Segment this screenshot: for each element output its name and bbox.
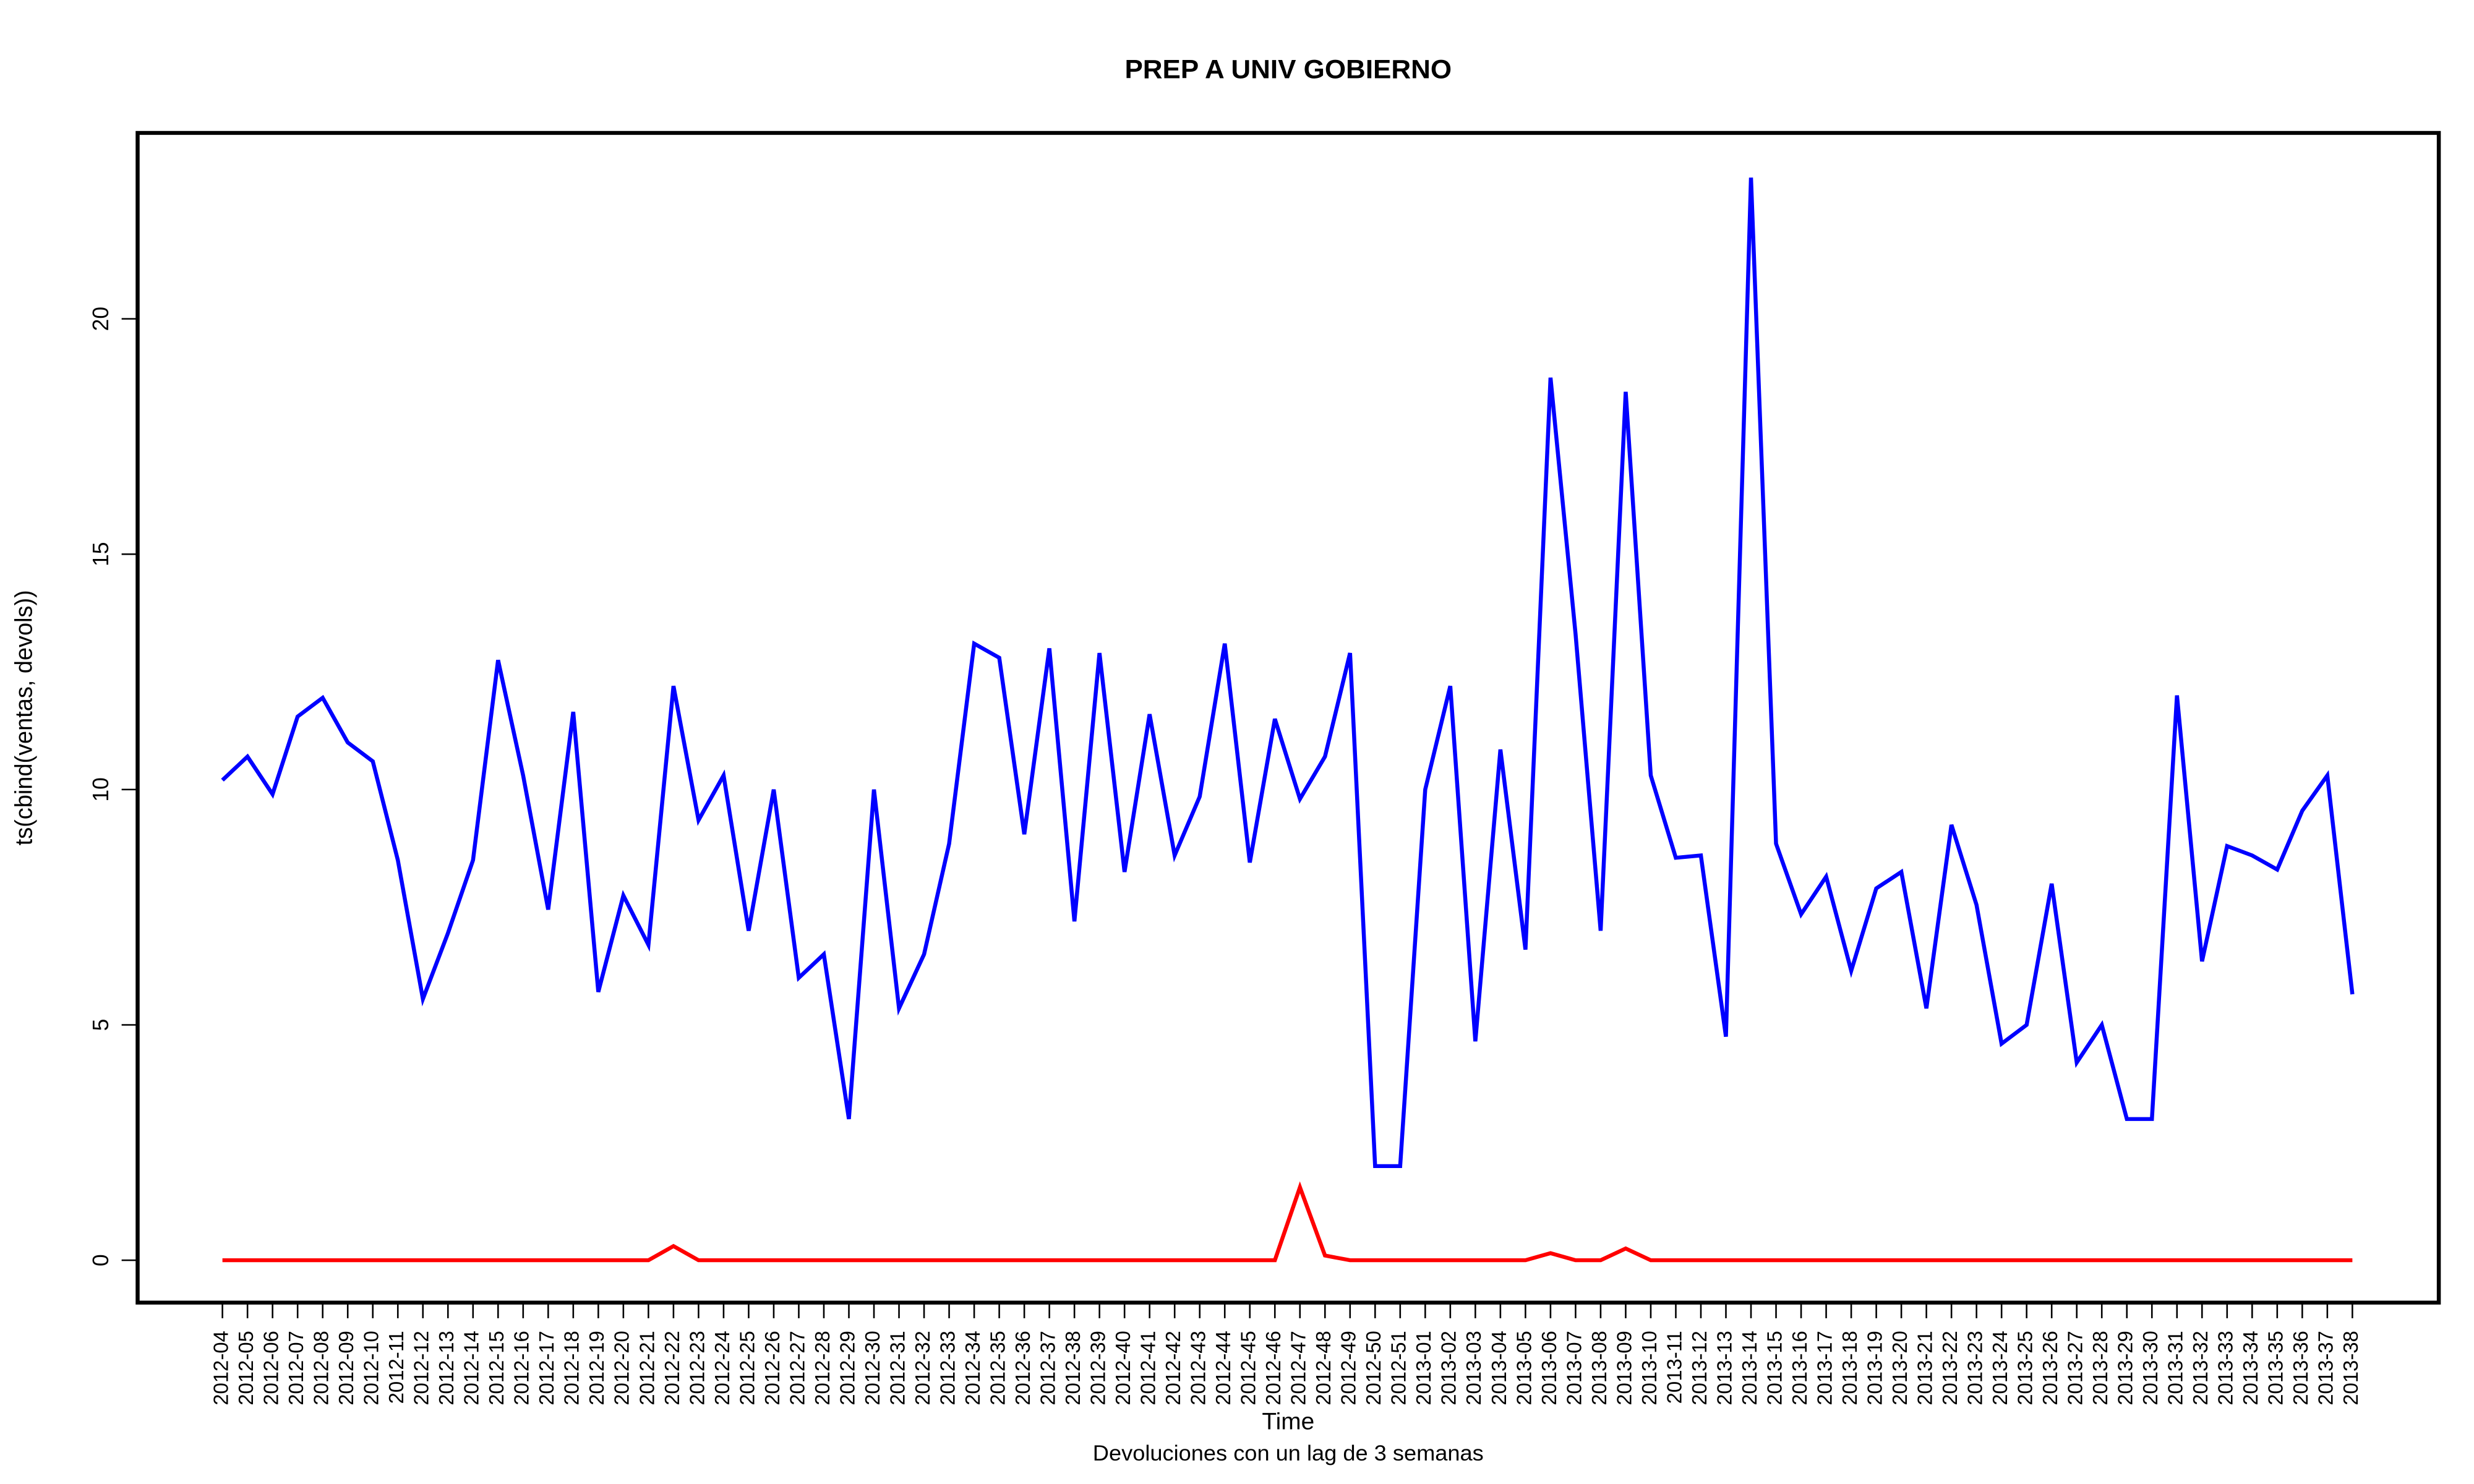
x-tick-label: 2012-43 <box>1187 1331 1210 1405</box>
x-tick-label: 2012-19 <box>586 1331 609 1405</box>
y-tick-label: 0 <box>88 1254 113 1266</box>
x-tick-label: 2013-23 <box>1964 1331 1987 1405</box>
x-tick-label: 2012-09 <box>335 1331 358 1405</box>
x-tick-label: 2013-26 <box>2039 1331 2062 1405</box>
x-tick-label: 2013-34 <box>2240 1331 2262 1405</box>
subtitle: Devoluciones con un lag de 3 semanas <box>1093 1441 1484 1465</box>
x-tick-label: 2013-20 <box>1889 1331 1912 1405</box>
x-tick-label: 2013-17 <box>1813 1331 1836 1405</box>
y-tick-label: 15 <box>88 542 113 566</box>
x-tick-label: 2012-08 <box>310 1331 333 1405</box>
x-tick-label: 2013-29 <box>2114 1331 2137 1405</box>
x-tick-label: 2012-16 <box>510 1331 533 1405</box>
x-tick-label: 2013-30 <box>2139 1331 2162 1405</box>
x-tick-label: 2012-47 <box>1287 1331 1310 1405</box>
x-tick-label: 2013-27 <box>2064 1331 2087 1405</box>
x-tick-label: 2013-35 <box>2264 1331 2287 1405</box>
x-tick-label: 2013-15 <box>1763 1331 1786 1405</box>
line-series <box>222 1181 2353 1263</box>
y-tick-label: 5 <box>88 1019 113 1031</box>
x-tick-label: 2012-45 <box>1237 1331 1260 1405</box>
x-tick-label: 2012-11 <box>385 1331 408 1404</box>
x-tick-label: 2013-08 <box>1588 1331 1611 1405</box>
x-tick-label: 2012-25 <box>736 1331 759 1405</box>
x-tick-label: 2013-36 <box>2290 1331 2313 1405</box>
plot-frame <box>135 130 2441 1305</box>
x-tick-label: 2013-03 <box>1463 1331 1486 1405</box>
x-tick-label: 2012-46 <box>1262 1331 1285 1405</box>
x-tick-label: 2012-05 <box>235 1331 258 1405</box>
x-tick-label: 2013-37 <box>2314 1331 2337 1405</box>
x-tick-label: 2012-27 <box>786 1331 809 1405</box>
line-series <box>221 177 2355 1169</box>
x-tick-label: 2012-38 <box>1062 1331 1085 1405</box>
x-tick-label: 2013-10 <box>1638 1331 1661 1405</box>
x-tick-label: 2013-38 <box>2340 1331 2363 1405</box>
chart-title: PREP A UNIV GOBIERNO <box>1124 55 1452 84</box>
x-tick-label: 2013-14 <box>1739 1331 1761 1405</box>
x-tick-label: 2012-18 <box>560 1331 583 1405</box>
y-tick-label: 10 <box>88 777 113 801</box>
x-tick-label: 2012-14 <box>460 1331 483 1405</box>
x-axis-label: Time <box>1262 1409 1314 1435</box>
x-tick-label: 2013-09 <box>1613 1331 1636 1405</box>
x-tick-label: 2012-10 <box>360 1331 383 1405</box>
x-tick-label: 2012-32 <box>912 1331 935 1405</box>
x-tick-label: 2012-21 <box>636 1331 659 1405</box>
x-tick-label: 2012-48 <box>1312 1331 1335 1405</box>
x-tick-label: 2012-41 <box>1137 1331 1160 1405</box>
x-tick-label: 2012-17 <box>536 1331 559 1405</box>
x-tick-label: 2012-26 <box>761 1331 784 1405</box>
x-tick-label: 2012-23 <box>686 1331 709 1405</box>
x-tick-label: 2012-39 <box>1087 1331 1110 1405</box>
x-tick-label: 2012-30 <box>862 1331 884 1405</box>
x-tick-label: 2013-31 <box>2164 1331 2187 1405</box>
x-tick-label: 2012-37 <box>1037 1331 1059 1405</box>
x-tick-label: 2013-21 <box>1914 1331 1937 1405</box>
x-tick-label: 2013-32 <box>2189 1331 2212 1405</box>
x-tick-label: 2013-13 <box>1713 1331 1736 1405</box>
x-tick-label: 2012-24 <box>711 1331 734 1405</box>
x-tick-label: 2012-31 <box>886 1331 909 1405</box>
x-tick-label: 2012-50 <box>1363 1331 1385 1405</box>
x-tick-label: 2013-28 <box>2089 1331 2112 1405</box>
x-tick-label: 2012-15 <box>486 1331 508 1405</box>
x-tick-label: 2013-19 <box>1864 1331 1886 1405</box>
x-tick-label: 2012-40 <box>1112 1331 1135 1405</box>
x-tick-label: 2012-34 <box>962 1331 985 1405</box>
x-tick-label: 2013-04 <box>1487 1331 1510 1405</box>
x-tick-label: 2012-28 <box>811 1331 834 1405</box>
x-tick-label: 2012-35 <box>987 1331 1009 1405</box>
y-tick-label: 20 <box>88 307 113 331</box>
x-tick-label: 2013-07 <box>1563 1331 1586 1405</box>
x-tick-label: 2012-22 <box>661 1331 683 1405</box>
x-tick-label: 2012-12 <box>410 1331 433 1405</box>
x-tick-label: 2013-01 <box>1413 1331 1436 1405</box>
x-tick-label: 2013-24 <box>1989 1331 2012 1405</box>
y-axis-label: ts(cbind(ventas, devols)) <box>11 590 37 845</box>
x-tick-label: 2013-22 <box>1939 1331 1962 1405</box>
x-tick-label: 2013-25 <box>2014 1331 2037 1405</box>
x-tick-label: 2013-12 <box>1689 1331 1711 1405</box>
x-tick-label: 2012-49 <box>1337 1331 1360 1405</box>
x-tick-label: 2012-13 <box>435 1331 458 1405</box>
x-tick-label: 2013-16 <box>1789 1331 1812 1405</box>
x-tick-label: 2013-18 <box>1839 1331 1862 1405</box>
x-tick-label: 2012-20 <box>610 1331 633 1405</box>
x-tick-label: 2013-05 <box>1513 1331 1536 1405</box>
x-tick-label: 2012-07 <box>285 1331 308 1405</box>
x-tick-label: 2013-02 <box>1437 1331 1460 1405</box>
x-tick-label: 2012-06 <box>260 1331 283 1405</box>
x-tick-label: 2013-11 <box>1663 1331 1686 1404</box>
x-tick-label: 2012-29 <box>836 1331 859 1405</box>
x-tick-label: 2012-33 <box>936 1331 959 1405</box>
x-tick-label: 2012-36 <box>1012 1331 1035 1405</box>
x-tick-label: 2012-51 <box>1387 1331 1410 1405</box>
x-tick-label: 2012-44 <box>1212 1331 1235 1405</box>
x-tick-label: 2013-33 <box>2214 1331 2237 1405</box>
x-tick-label: 2012-42 <box>1162 1331 1185 1405</box>
x-tick-label: 2012-04 <box>210 1331 233 1405</box>
x-tick-label: 2013-06 <box>1538 1331 1560 1405</box>
